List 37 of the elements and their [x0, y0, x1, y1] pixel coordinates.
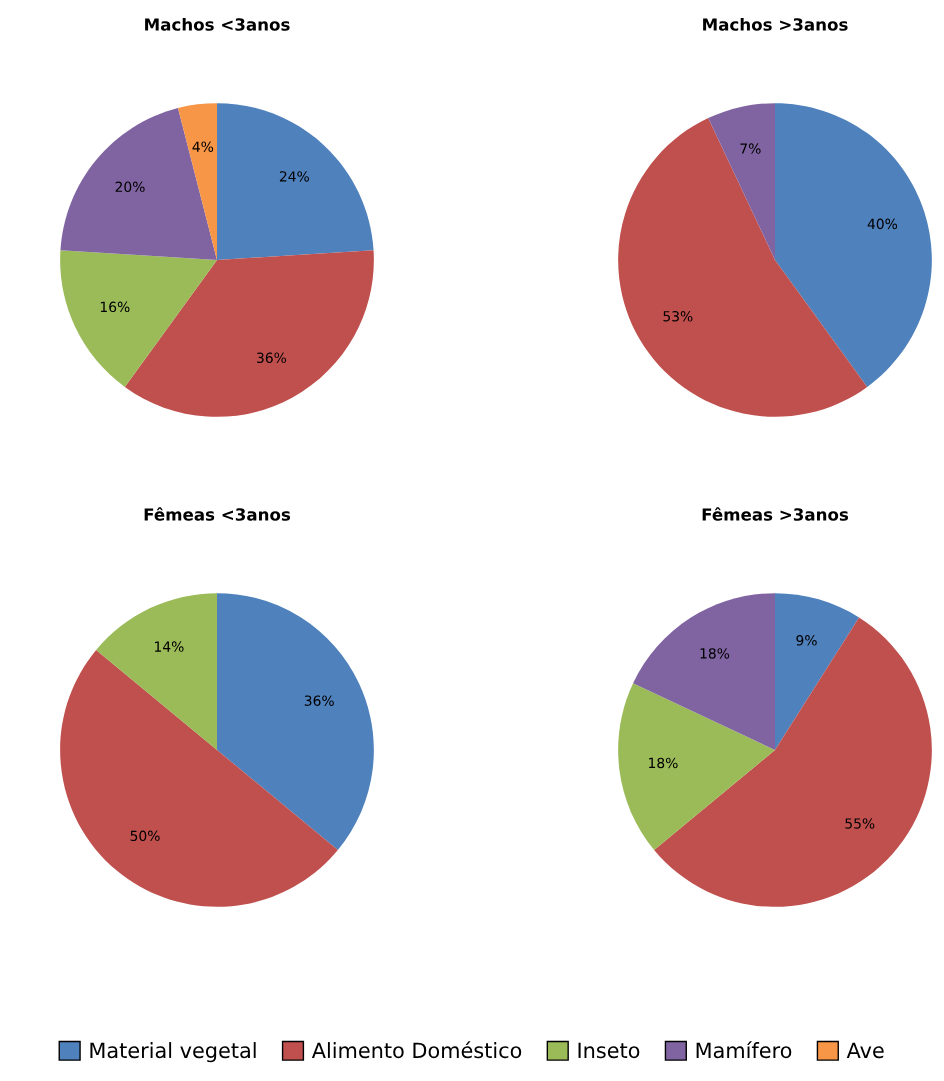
- data-label: 40%: [867, 218, 898, 230]
- data-label: 18%: [649, 757, 678, 769]
- data-label: 7%: [740, 143, 761, 154]
- chart-title: Fêmeas <3anos: [144, 507, 291, 521]
- pie-slice: [775, 103, 932, 387]
- legend-label: Material vegetal: [90, 1042, 256, 1063]
- legend-label: Mamífero: [696, 1041, 792, 1059]
- pie-slice: [96, 593, 217, 750]
- data-label: 55%: [845, 818, 875, 829]
- pie-slice: [708, 103, 775, 260]
- data-label: 50%: [130, 830, 160, 842]
- pie-slice: [60, 250, 217, 387]
- data-label: 16%: [100, 301, 130, 313]
- pie-slice: [177, 103, 217, 260]
- legend-label: Ave: [846, 1042, 884, 1059]
- data-label: 9%: [796, 635, 817, 646]
- chart-title: Machos >3anos: [703, 17, 848, 31]
- chart-title: Fêmeas >3anos: [702, 507, 849, 521]
- pie-slice: [60, 108, 217, 260]
- pie-slice: [775, 593, 860, 750]
- legend-label: Inseto: [578, 1042, 640, 1059]
- pie-slice: [217, 593, 374, 850]
- data-label: 4%: [192, 141, 214, 152]
- pie-slice: [618, 683, 775, 850]
- pie-slice: [60, 650, 338, 907]
- data-label: 18%: [700, 648, 730, 659]
- pie-slice: [633, 593, 775, 750]
- data-label: 24%: [279, 171, 309, 182]
- data-label: 36%: [257, 352, 287, 363]
- pie-slice: [618, 118, 868, 417]
- chart-title: Machos <3anos: [145, 17, 290, 31]
- pie-slice: [217, 103, 374, 260]
- data-label: 53%: [663, 311, 693, 322]
- legend-label: Alimento Doméstico: [311, 1041, 522, 1059]
- data-label: 20%: [115, 181, 145, 193]
- data-label: 14%: [155, 641, 184, 652]
- data-label: 36%: [304, 695, 334, 706]
